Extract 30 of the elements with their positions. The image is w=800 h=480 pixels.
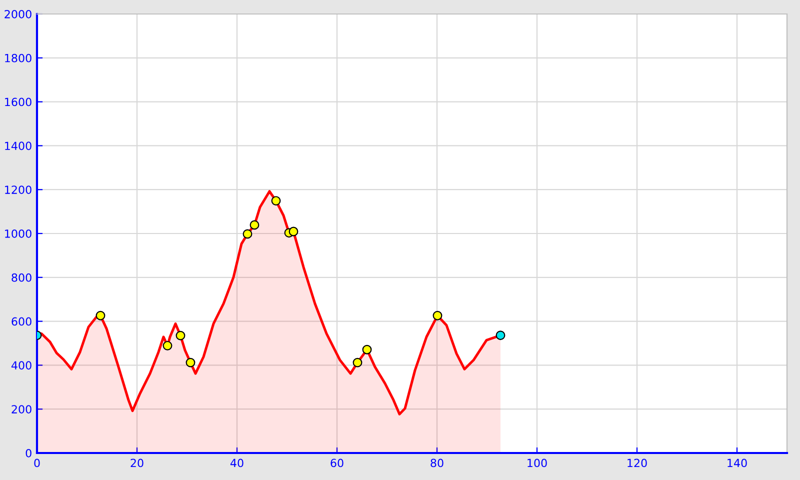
- x-tick-label: 100: [528, 458, 547, 468]
- point: [242, 229, 252, 239]
- point: [432, 310, 442, 320]
- y-tick-label: 200: [12, 405, 32, 414]
- point: [186, 358, 196, 368]
- y-tick-label: 600: [12, 317, 32, 326]
- y-tick-label: 2000: [4, 10, 32, 18]
- point: [288, 226, 298, 236]
- point: [352, 358, 362, 368]
- x-tick-label: 80: [430, 458, 444, 468]
- point: [250, 220, 260, 230]
- point: [162, 340, 172, 350]
- y-tick-label: 1600: [5, 98, 32, 106]
- x-tick-label: 140: [728, 458, 747, 468]
- y-tick-label: 1200: [5, 186, 32, 194]
- y-tick-label: 400: [11, 361, 32, 370]
- point: [176, 330, 186, 340]
- point: [271, 196, 281, 206]
- x-tick-label: 20: [130, 458, 144, 468]
- point: [362, 344, 372, 354]
- y-tick-label: 1800: [5, 54, 32, 62]
- y-tick-label: 1000: [5, 229, 32, 238]
- point: [96, 310, 106, 320]
- y-tick-label: 1400: [5, 142, 32, 150]
- x-tick-label: 60: [330, 458, 344, 468]
- x-tick-label: 0: [34, 458, 40, 468]
- x-tick-label: 120: [628, 458, 647, 468]
- x-tick-label: 40: [230, 458, 244, 468]
- y-tick-label: 0: [26, 448, 32, 458]
- y-tick-label: 800: [12, 273, 32, 282]
